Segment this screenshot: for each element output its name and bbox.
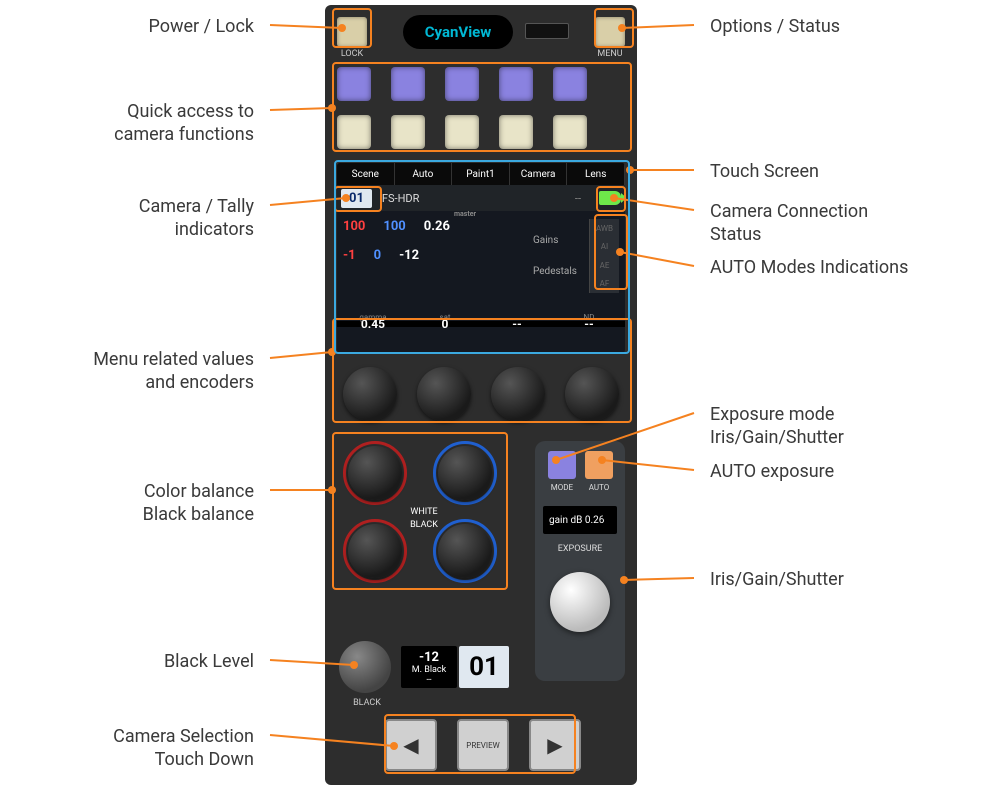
callout-label: Color balanceBlack balance xyxy=(143,480,254,527)
quick-button[interactable] xyxy=(553,115,587,149)
brand-logo: CyanView xyxy=(403,15,513,49)
black-label-cb: BLACK xyxy=(397,520,451,530)
pedestals-label: Pedestals xyxy=(533,266,589,277)
white-blue-knob[interactable] xyxy=(433,441,497,505)
callout-label: Power / Lock xyxy=(148,15,254,38)
callout-label: Options / Status xyxy=(710,15,840,38)
quick-button[interactable] xyxy=(499,67,533,101)
control-panel: LOCK MENU CyanView SceneAutoPaint1Camera… xyxy=(325,5,637,785)
value-cell: -12 xyxy=(399,248,419,263)
screen-tab[interactable]: Auto xyxy=(395,163,453,185)
value-cell: -1 xyxy=(343,248,356,263)
callout-label: Camera SelectionTouch Down xyxy=(113,725,254,772)
quick-button[interactable] xyxy=(337,67,371,101)
encoder-knob-2[interactable] xyxy=(417,367,471,421)
callout-label: Camera / Tallyindicators xyxy=(139,195,254,242)
auto-mode-item: AI xyxy=(590,238,619,257)
pedestals-row: -1 0 -12 xyxy=(343,248,533,263)
preview-button[interactable]: PREVIEW xyxy=(457,719,509,771)
quick-button[interactable] xyxy=(553,67,587,101)
quick-button[interactable] xyxy=(445,115,479,149)
camera-select-nav: ◀ PREVIEW ▶ xyxy=(385,719,581,771)
value-cell: 100 xyxy=(383,219,405,234)
auto-mode-item: AE xyxy=(590,256,619,275)
quick-button[interactable] xyxy=(391,67,425,101)
screen-tab[interactable]: Lens xyxy=(567,163,625,185)
value-cell: 0 xyxy=(374,248,381,263)
encoder-knob-3[interactable] xyxy=(491,367,545,421)
quick-access-row-1 xyxy=(337,67,587,101)
callout-label: Iris/Gain/Shutter xyxy=(710,568,844,591)
exposure-section: MODE AUTO gain dB 0.26 EXPOSURE xyxy=(535,441,625,681)
exposure-title: EXPOSURE xyxy=(543,544,617,554)
exposure-display: gain dB 0.26 xyxy=(543,506,617,534)
callout-label: AUTO exposure xyxy=(710,460,834,483)
menu-label: MENU xyxy=(595,49,625,59)
screen-tabs: SceneAutoPaint1CameraLens xyxy=(337,163,625,185)
auto-mode-item: AWB xyxy=(590,219,619,238)
next-camera-button[interactable]: ▶ xyxy=(529,719,581,771)
camera-number-display: 01 xyxy=(459,646,509,688)
value-cell: 0.26 xyxy=(424,219,450,234)
value-cell: 100 xyxy=(343,219,365,234)
callout-label: Black Level xyxy=(164,650,254,673)
quick-access-row-2 xyxy=(337,115,587,149)
quick-button[interactable] xyxy=(445,67,479,101)
auto-modes-indicator: AWBAIAEAF xyxy=(589,219,619,293)
auto-mode-item: AF xyxy=(590,275,619,294)
menu-button[interactable] xyxy=(595,17,625,47)
power-lock-button[interactable] xyxy=(337,17,367,47)
black-level-section: -12 M. Black -- 01 xyxy=(339,641,509,693)
touch-screen[interactable]: SceneAutoPaint1CameraLens 01 FS-HDR -- 1… xyxy=(337,163,625,353)
gains-label: Gains xyxy=(533,235,589,246)
gains-row: 1001000.26master xyxy=(343,219,533,234)
black-label: BLACK xyxy=(345,698,389,708)
callout-label: AUTO Modes Indications xyxy=(710,256,908,279)
exposure-mode-button[interactable] xyxy=(548,451,576,479)
screen-values-area: 1001000.26master -10-12 Gains Pedestals … xyxy=(337,211,625,301)
callout-label: Touch Screen xyxy=(710,160,819,183)
screen-tab[interactable]: Paint1 xyxy=(452,163,510,185)
lock-label: LOCK xyxy=(337,49,367,59)
white-label: WHITE xyxy=(397,507,451,517)
auto-exposure-button[interactable] xyxy=(585,451,613,479)
callout-label: Quick access tocamera functions xyxy=(114,100,254,147)
camera-id-badge: 01 xyxy=(341,189,372,208)
black-level-display: -12 M. Black -- xyxy=(401,646,457,688)
quick-button[interactable] xyxy=(391,115,425,149)
quick-button[interactable] xyxy=(337,115,371,149)
camera-extra: -- xyxy=(575,192,599,205)
camera-connection-icon xyxy=(599,191,621,205)
screen-tab[interactable]: Scene xyxy=(337,163,395,185)
auto-label: AUTO xyxy=(589,483,610,492)
prev-camera-button[interactable]: ◀ xyxy=(385,719,437,771)
white-red-knob[interactable] xyxy=(343,441,407,505)
camera-status-row: 01 FS-HDR -- xyxy=(337,185,625,211)
callout-label: Camera ConnectionStatus xyxy=(710,200,868,247)
exposure-knob[interactable] xyxy=(550,572,610,632)
encoder-knob-4[interactable] xyxy=(565,367,619,421)
quick-button[interactable] xyxy=(499,115,533,149)
screen-tab[interactable]: Camera xyxy=(510,163,568,185)
usb-port-icon xyxy=(525,23,569,39)
encoder-knobs xyxy=(343,367,619,421)
camera-name: FS-HDR xyxy=(372,192,575,205)
encoder-labels: gammasatND xyxy=(337,313,625,327)
black-level-knob[interactable] xyxy=(339,641,391,693)
mode-label: MODE xyxy=(551,483,573,492)
callout-label: Menu related valuesand encoders xyxy=(93,348,254,395)
encoder-knob-1[interactable] xyxy=(343,367,397,421)
callout-label: Exposure modeIris/Gain/Shutter xyxy=(710,403,844,450)
